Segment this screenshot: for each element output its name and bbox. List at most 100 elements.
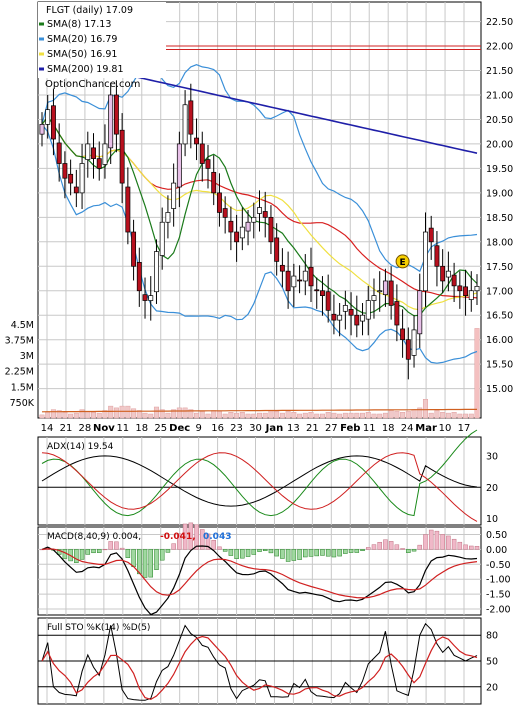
candle-body (125, 186, 131, 233)
macd-histogram-bar (217, 546, 222, 550)
candle-body (56, 142, 62, 164)
minus-di-line (41, 452, 478, 522)
macd-histogram-bar (434, 530, 440, 550)
macd-hist-value: 0.043 (203, 532, 231, 542)
volume-bar (45, 412, 51, 419)
volume-bar (91, 412, 97, 419)
candle-body (131, 231, 137, 267)
volume-bar (56, 410, 62, 419)
candle-body (411, 329, 417, 356)
candle-body (245, 221, 251, 232)
volume-bar (153, 406, 159, 419)
candle-body (257, 207, 262, 214)
macd-histogram-bar (474, 545, 480, 550)
macd-histogram-bar (457, 541, 463, 550)
volume-bar (113, 407, 119, 419)
volume-y-tick-4: 1.5M (11, 382, 34, 393)
candle-body (320, 290, 325, 296)
macd-histogram-bar (440, 534, 445, 550)
macd-histogram-bar (285, 549, 291, 562)
macd-histogram-bar (137, 549, 142, 575)
candle-body (428, 227, 434, 243)
candle-body (239, 226, 245, 239)
macd-histogram-bar (394, 544, 400, 550)
volume-bar (302, 412, 308, 419)
volume-bar (325, 412, 331, 419)
volume-y-tick-3: 2.25M (5, 367, 34, 378)
candle-body (159, 221, 165, 256)
legend-entry-3: SMA(200) 19.81 (47, 64, 124, 75)
volume-bar (148, 413, 154, 419)
price-y-tick-10: 17.50 (486, 262, 513, 273)
volume-bar (394, 411, 400, 419)
macd-histogram-bar (371, 544, 377, 550)
x-tick-label: 25 (154, 423, 167, 434)
price-y-tick-1: 22.00 (486, 42, 513, 53)
macd-histogram-bar (228, 549, 234, 556)
macd-histogram-bar (257, 549, 262, 552)
candle-body (68, 173, 74, 184)
price-legend: FLGT (daily) 17.09 SMA(8) 17.13 SMA(20) 16… (38, 2, 166, 78)
price-y-tick-5: 20.00 (486, 139, 513, 150)
volume-bar (400, 412, 406, 419)
price-y-tick-11: 17.00 (486, 286, 513, 297)
price-y-tick-13: 16.00 (486, 335, 513, 346)
macd-histogram-bar (274, 549, 279, 557)
volume-bar (422, 399, 428, 419)
price-y-tick-15: 15.00 (486, 384, 513, 395)
volume-y-tick-0: 4.5M (11, 320, 34, 331)
x-tick-label: 17 (458, 423, 471, 434)
candle-body (102, 143, 108, 165)
candle-body (205, 159, 211, 169)
adx-label: ADX(14) 19.54 (47, 442, 114, 452)
macd-panel-frame (37, 526, 482, 616)
volume-bar (382, 412, 388, 419)
macd-histogram-bar (337, 549, 342, 557)
candle-body (199, 143, 205, 164)
macd-histogram-bar (154, 549, 159, 570)
candle-body (457, 285, 463, 292)
candle-body (45, 109, 51, 125)
volume-bar (188, 409, 194, 419)
volume-bar (108, 405, 114, 419)
volume-bar (314, 413, 320, 419)
x-tick-label: Feb (340, 423, 360, 434)
macd-y-tick-0: 0.50 (486, 530, 507, 541)
macd-histogram-bar (377, 541, 382, 550)
macd-y-tick-1: 0.00 (486, 545, 507, 556)
candle-body (342, 305, 348, 312)
adx-line (41, 455, 478, 507)
volume-y-tick-5: 750K (10, 398, 35, 409)
macd-histogram-bar (320, 549, 325, 556)
macd-histogram-bar (131, 549, 136, 568)
candle-body (251, 216, 257, 223)
macd-histogram-bar (417, 544, 423, 550)
macd-histogram-bar (388, 541, 394, 550)
candle-body (62, 163, 68, 179)
volume-bar (194, 412, 200, 419)
macd-histogram-bar (406, 549, 411, 553)
macd-signal-line (41, 548, 478, 599)
adx-y-tick-1: 20 (486, 483, 498, 494)
macd-histogram-bar (108, 541, 113, 550)
macd-histogram-bar (383, 539, 388, 550)
volume-bar (262, 412, 268, 419)
macd-histogram-bar (280, 549, 285, 559)
volume-average-line (41, 408, 477, 413)
macd-histogram-bar (451, 538, 457, 550)
volume-bar (96, 412, 102, 419)
volume-bar (468, 413, 474, 419)
macd-histogram-bar (211, 540, 216, 550)
candle-body (297, 279, 303, 282)
candle-body (308, 266, 314, 287)
macd-histogram-bar (171, 543, 176, 550)
price-y-axis: 22.50 22.00 21.50 21.00 20.50 20.00 19.50 19.00… (486, 17, 513, 395)
earnings-event-marker: E (395, 254, 410, 269)
candle-body (463, 286, 469, 296)
volume-bar (62, 412, 68, 419)
candle-body (79, 163, 85, 194)
stochastic-label: Full STO %K(14) %D(5) (47, 623, 150, 633)
resistance-lines (138, 45, 481, 50)
candle-body (417, 290, 423, 335)
